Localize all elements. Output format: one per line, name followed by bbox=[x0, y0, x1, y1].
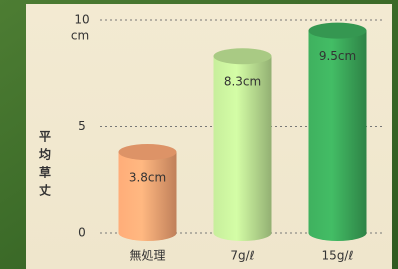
bar-top bbox=[214, 48, 272, 64]
y-axis-label: 平均草丈 bbox=[38, 130, 52, 202]
value-label: 8.3cm bbox=[224, 75, 261, 89]
y-tick-label: 10 bbox=[74, 13, 89, 27]
bar bbox=[119, 152, 177, 233]
x-tick-label: 7g/ℓ bbox=[230, 249, 254, 263]
bar-top bbox=[309, 23, 367, 39]
x-tick-label: 15g/ℓ bbox=[322, 249, 354, 263]
x-tick-label: 無処理 bbox=[129, 248, 165, 263]
value-label: 9.5cm bbox=[319, 49, 356, 63]
y-tick-label: 5 bbox=[78, 119, 86, 133]
y-tick-label: 0 bbox=[78, 226, 86, 240]
bar-top bbox=[119, 144, 177, 160]
chart: 平均草丈 0 5 10 cm 3.8cm 無処理 8.3cm 7g/ℓ 9.5cm 15g/ℓ bbox=[0, 0, 398, 269]
value-label: 3.8cm bbox=[129, 171, 166, 185]
y-unit: cm bbox=[71, 29, 89, 43]
